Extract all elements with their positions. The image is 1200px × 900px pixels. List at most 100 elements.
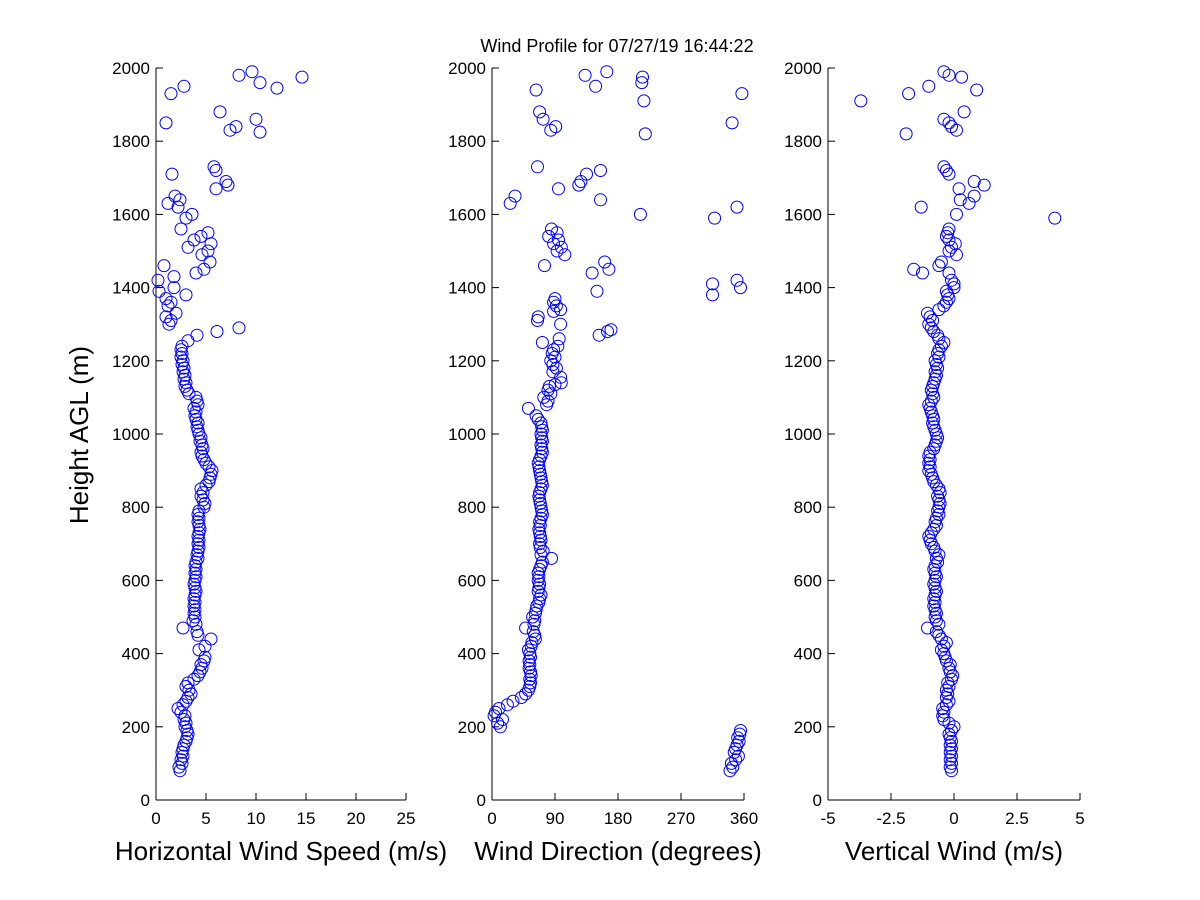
data-point — [945, 240, 958, 254]
x-tick-label: 15 — [297, 809, 316, 828]
data-point — [491, 716, 505, 730]
data-point — [934, 255, 948, 269]
data-point — [927, 325, 941, 338]
data-point — [189, 390, 203, 404]
data-point — [967, 189, 981, 203]
data-point — [194, 482, 208, 496]
data-point — [176, 354, 190, 368]
data-point — [191, 416, 205, 430]
data-point — [928, 365, 942, 379]
data-point — [221, 178, 235, 192]
data-point — [932, 548, 946, 562]
data-point — [528, 614, 542, 628]
data-point — [572, 178, 586, 192]
y-tick-label: 1800 — [784, 132, 822, 151]
data-point — [534, 548, 548, 562]
data-point — [253, 125, 267, 139]
data-point — [948, 237, 962, 251]
data-point — [203, 255, 217, 269]
data-point — [589, 79, 603, 93]
data-point — [602, 262, 616, 276]
data-point — [939, 698, 953, 712]
data-point — [734, 724, 747, 737]
data-point — [598, 255, 612, 269]
data-point — [916, 266, 929, 280]
x-tick-label: 270 — [667, 809, 695, 828]
data-point — [929, 625, 943, 639]
data-point — [534, 588, 548, 602]
data-point — [729, 753, 743, 767]
data-point — [926, 314, 940, 327]
data-point — [204, 632, 218, 646]
panel-direction: 0 200 400 600 800 1000 1200 1400 1600 1800 2000 0 90… — [448, 59, 762, 866]
y-tick-label: 1200 — [448, 352, 486, 371]
y-tick-label: 400 — [122, 645, 150, 664]
data-point — [542, 229, 556, 243]
data-point — [922, 79, 936, 93]
data-point — [731, 731, 745, 745]
data-point — [945, 724, 958, 737]
data-point — [554, 240, 568, 254]
x-tick-label: 5 — [1075, 809, 1084, 828]
data-point — [189, 617, 203, 631]
data-point — [506, 694, 520, 708]
data-point — [541, 394, 555, 408]
data-point — [189, 405, 203, 419]
y-tick-label: 600 — [458, 571, 486, 590]
data-point — [899, 127, 913, 141]
data-point — [536, 544, 550, 558]
data-point — [939, 284, 953, 298]
x-tick-label: 90 — [546, 809, 565, 828]
data-point — [229, 120, 243, 134]
data-point — [521, 401, 535, 415]
data-point — [730, 200, 744, 214]
x-tick-label: 360 — [730, 809, 758, 828]
data-point — [157, 259, 171, 273]
data-point — [187, 401, 201, 415]
data-point — [181, 691, 195, 704]
data-point — [159, 116, 173, 130]
data-point — [924, 321, 938, 335]
data-point — [536, 112, 550, 126]
data-point — [927, 541, 941, 554]
data-point — [945, 120, 958, 134]
data-point — [942, 167, 956, 181]
y-tick-label: 800 — [122, 498, 150, 517]
data-point — [209, 182, 223, 196]
data-point — [554, 303, 568, 317]
x-tick-label: 0 — [487, 809, 496, 828]
x-axis-label: Wind Direction (degrees) — [474, 836, 762, 866]
data-point — [538, 259, 551, 273]
data-point — [249, 112, 263, 126]
data-point — [548, 292, 562, 306]
data-point — [939, 164, 953, 177]
data-point — [174, 705, 188, 719]
data-point — [854, 94, 868, 108]
data-point — [932, 303, 946, 317]
data-point — [194, 229, 208, 243]
data-point — [950, 207, 963, 221]
data-point — [530, 599, 544, 613]
data-point — [590, 284, 604, 298]
data-point — [162, 317, 176, 331]
y-tick-label: 600 — [122, 571, 150, 590]
data-point — [533, 105, 547, 119]
data-point — [731, 749, 745, 763]
y-tick-label: 1200 — [112, 352, 150, 371]
y-tick-label: 800 — [794, 498, 822, 517]
data-point — [545, 222, 558, 236]
data-point — [232, 68, 246, 82]
data-point — [196, 486, 210, 500]
data-point — [550, 244, 564, 258]
data-point — [179, 716, 193, 730]
y-tick-label: 1600 — [448, 205, 486, 224]
data-point — [521, 643, 535, 657]
data-point — [957, 105, 971, 119]
data-point — [526, 610, 540, 624]
data-point — [194, 658, 208, 672]
data-point — [706, 277, 719, 291]
y-tick-label: 1000 — [448, 425, 486, 444]
data-points — [487, 65, 749, 778]
data-point — [151, 273, 165, 287]
y-tick-label: 200 — [794, 718, 822, 737]
